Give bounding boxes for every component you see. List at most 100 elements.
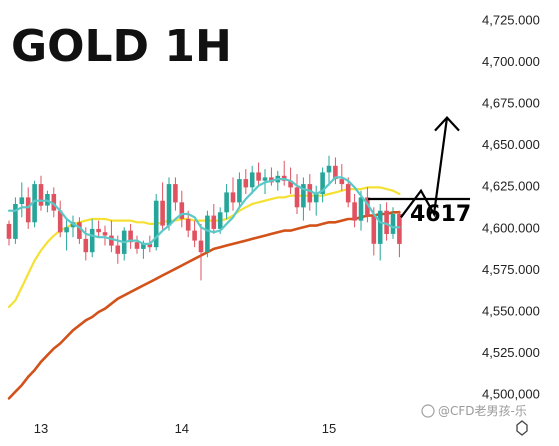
candle: [333, 157, 338, 185]
candle-body: [365, 197, 370, 216]
candle-body: [141, 243, 146, 249]
ma-fast-line: [7, 176, 401, 245]
candle-body: [83, 238, 89, 253]
series-layer: [6, 155, 402, 400]
candle: [237, 172, 242, 208]
candle: [384, 202, 389, 241]
candle-body: [371, 215, 377, 244]
candle-body: [301, 184, 306, 208]
watermark-text: @CFD老男孩-乐: [438, 404, 527, 418]
candle-body: [179, 202, 185, 219]
chart-title: GOLD 1H: [11, 21, 232, 72]
candle-body: [320, 172, 325, 194]
x-tick-label: 14: [175, 421, 189, 436]
y-tick-label: 4,625.000: [482, 179, 540, 194]
candle-body: [288, 180, 293, 188]
candle: [102, 225, 108, 246]
candle-body: [160, 200, 165, 226]
candle: [179, 190, 185, 228]
candle-body: [237, 179, 242, 203]
candle: [205, 210, 210, 258]
watermark-logo-icon: [421, 404, 435, 418]
candle-body: [89, 228, 95, 253]
candle-body: [307, 184, 313, 203]
candle-body: [243, 179, 249, 188]
candle-body: [294, 187, 300, 208]
candle-body: [249, 172, 255, 188]
candle-body: [6, 223, 12, 239]
y-axis: 4,500,000 4,525.000 4,550.000 4,575.000 4,60…: [482, 13, 540, 402]
candle: [397, 210, 402, 258]
candle: [64, 219, 69, 251]
candle-body: [102, 232, 108, 236]
y-tick-label: 4,550.000: [482, 303, 540, 318]
candle: [153, 194, 159, 251]
y-tick-label: 4,650.000: [482, 137, 540, 152]
candle: [77, 217, 82, 244]
candle: [173, 177, 178, 211]
candle-body: [390, 214, 396, 234]
y-tick-label: 4,675.000: [482, 96, 540, 111]
candle-body: [166, 184, 172, 226]
candle-body: [345, 184, 351, 203]
x-axis: 13 14 15: [34, 421, 336, 436]
candle: [192, 220, 197, 248]
y-tick-label: 4,575.000: [482, 262, 540, 277]
candle: [320, 167, 325, 203]
candle: [166, 177, 172, 231]
x-tick-label: 13: [34, 421, 48, 436]
projection-path: [400, 117, 449, 218]
candle: [198, 223, 204, 281]
candle: [307, 174, 313, 211]
candle: [352, 194, 357, 228]
candle-body: [109, 235, 114, 246]
candle: [96, 220, 101, 238]
candle: [51, 187, 57, 218]
candle-body: [326, 165, 332, 173]
candle-body: [13, 204, 18, 239]
candle-body: [173, 184, 178, 203]
candle: [345, 177, 351, 208]
y-tick-label: 4,725.000: [482, 13, 540, 28]
candle: [313, 185, 319, 216]
candle-body: [397, 214, 402, 244]
candle-body: [185, 219, 191, 231]
candle: [160, 182, 165, 231]
candle-body: [96, 228, 101, 233]
candle-body: [205, 215, 210, 253]
candle-body: [352, 202, 357, 221]
candle-body: [64, 227, 69, 233]
level-label: 4617: [410, 202, 471, 227]
candle: [128, 223, 133, 249]
candle-body: [153, 200, 159, 248]
candle-body: [134, 242, 140, 249]
candle: [377, 204, 383, 261]
candle-body: [198, 240, 204, 253]
candle: [19, 182, 25, 218]
candle: [326, 155, 332, 186]
y-tick-label: 4,525.000: [482, 345, 540, 360]
candle-body: [230, 192, 236, 203]
candle-body: [128, 230, 133, 243]
y-tick-label: 4,500,000: [482, 386, 540, 401]
candle: [294, 174, 300, 214]
candle-body: [384, 210, 389, 234]
candle-body: [38, 184, 44, 206]
candle: [211, 204, 217, 234]
candle-body: [333, 165, 338, 180]
candle-body: [32, 184, 37, 223]
candle: [224, 184, 229, 219]
candle: [390, 207, 396, 239]
candle-body: [25, 197, 31, 223]
candle: [243, 169, 249, 194]
candle: [134, 235, 140, 254]
candle-body: [377, 210, 383, 244]
y-tick-label: 4,600.000: [482, 220, 540, 235]
candle-body: [224, 192, 229, 213]
watermark: @CFD老男孩-乐: [421, 404, 527, 418]
candle-body: [115, 245, 121, 254]
candle: [230, 177, 236, 211]
y-tick-label: 4,700.000: [482, 54, 540, 69]
